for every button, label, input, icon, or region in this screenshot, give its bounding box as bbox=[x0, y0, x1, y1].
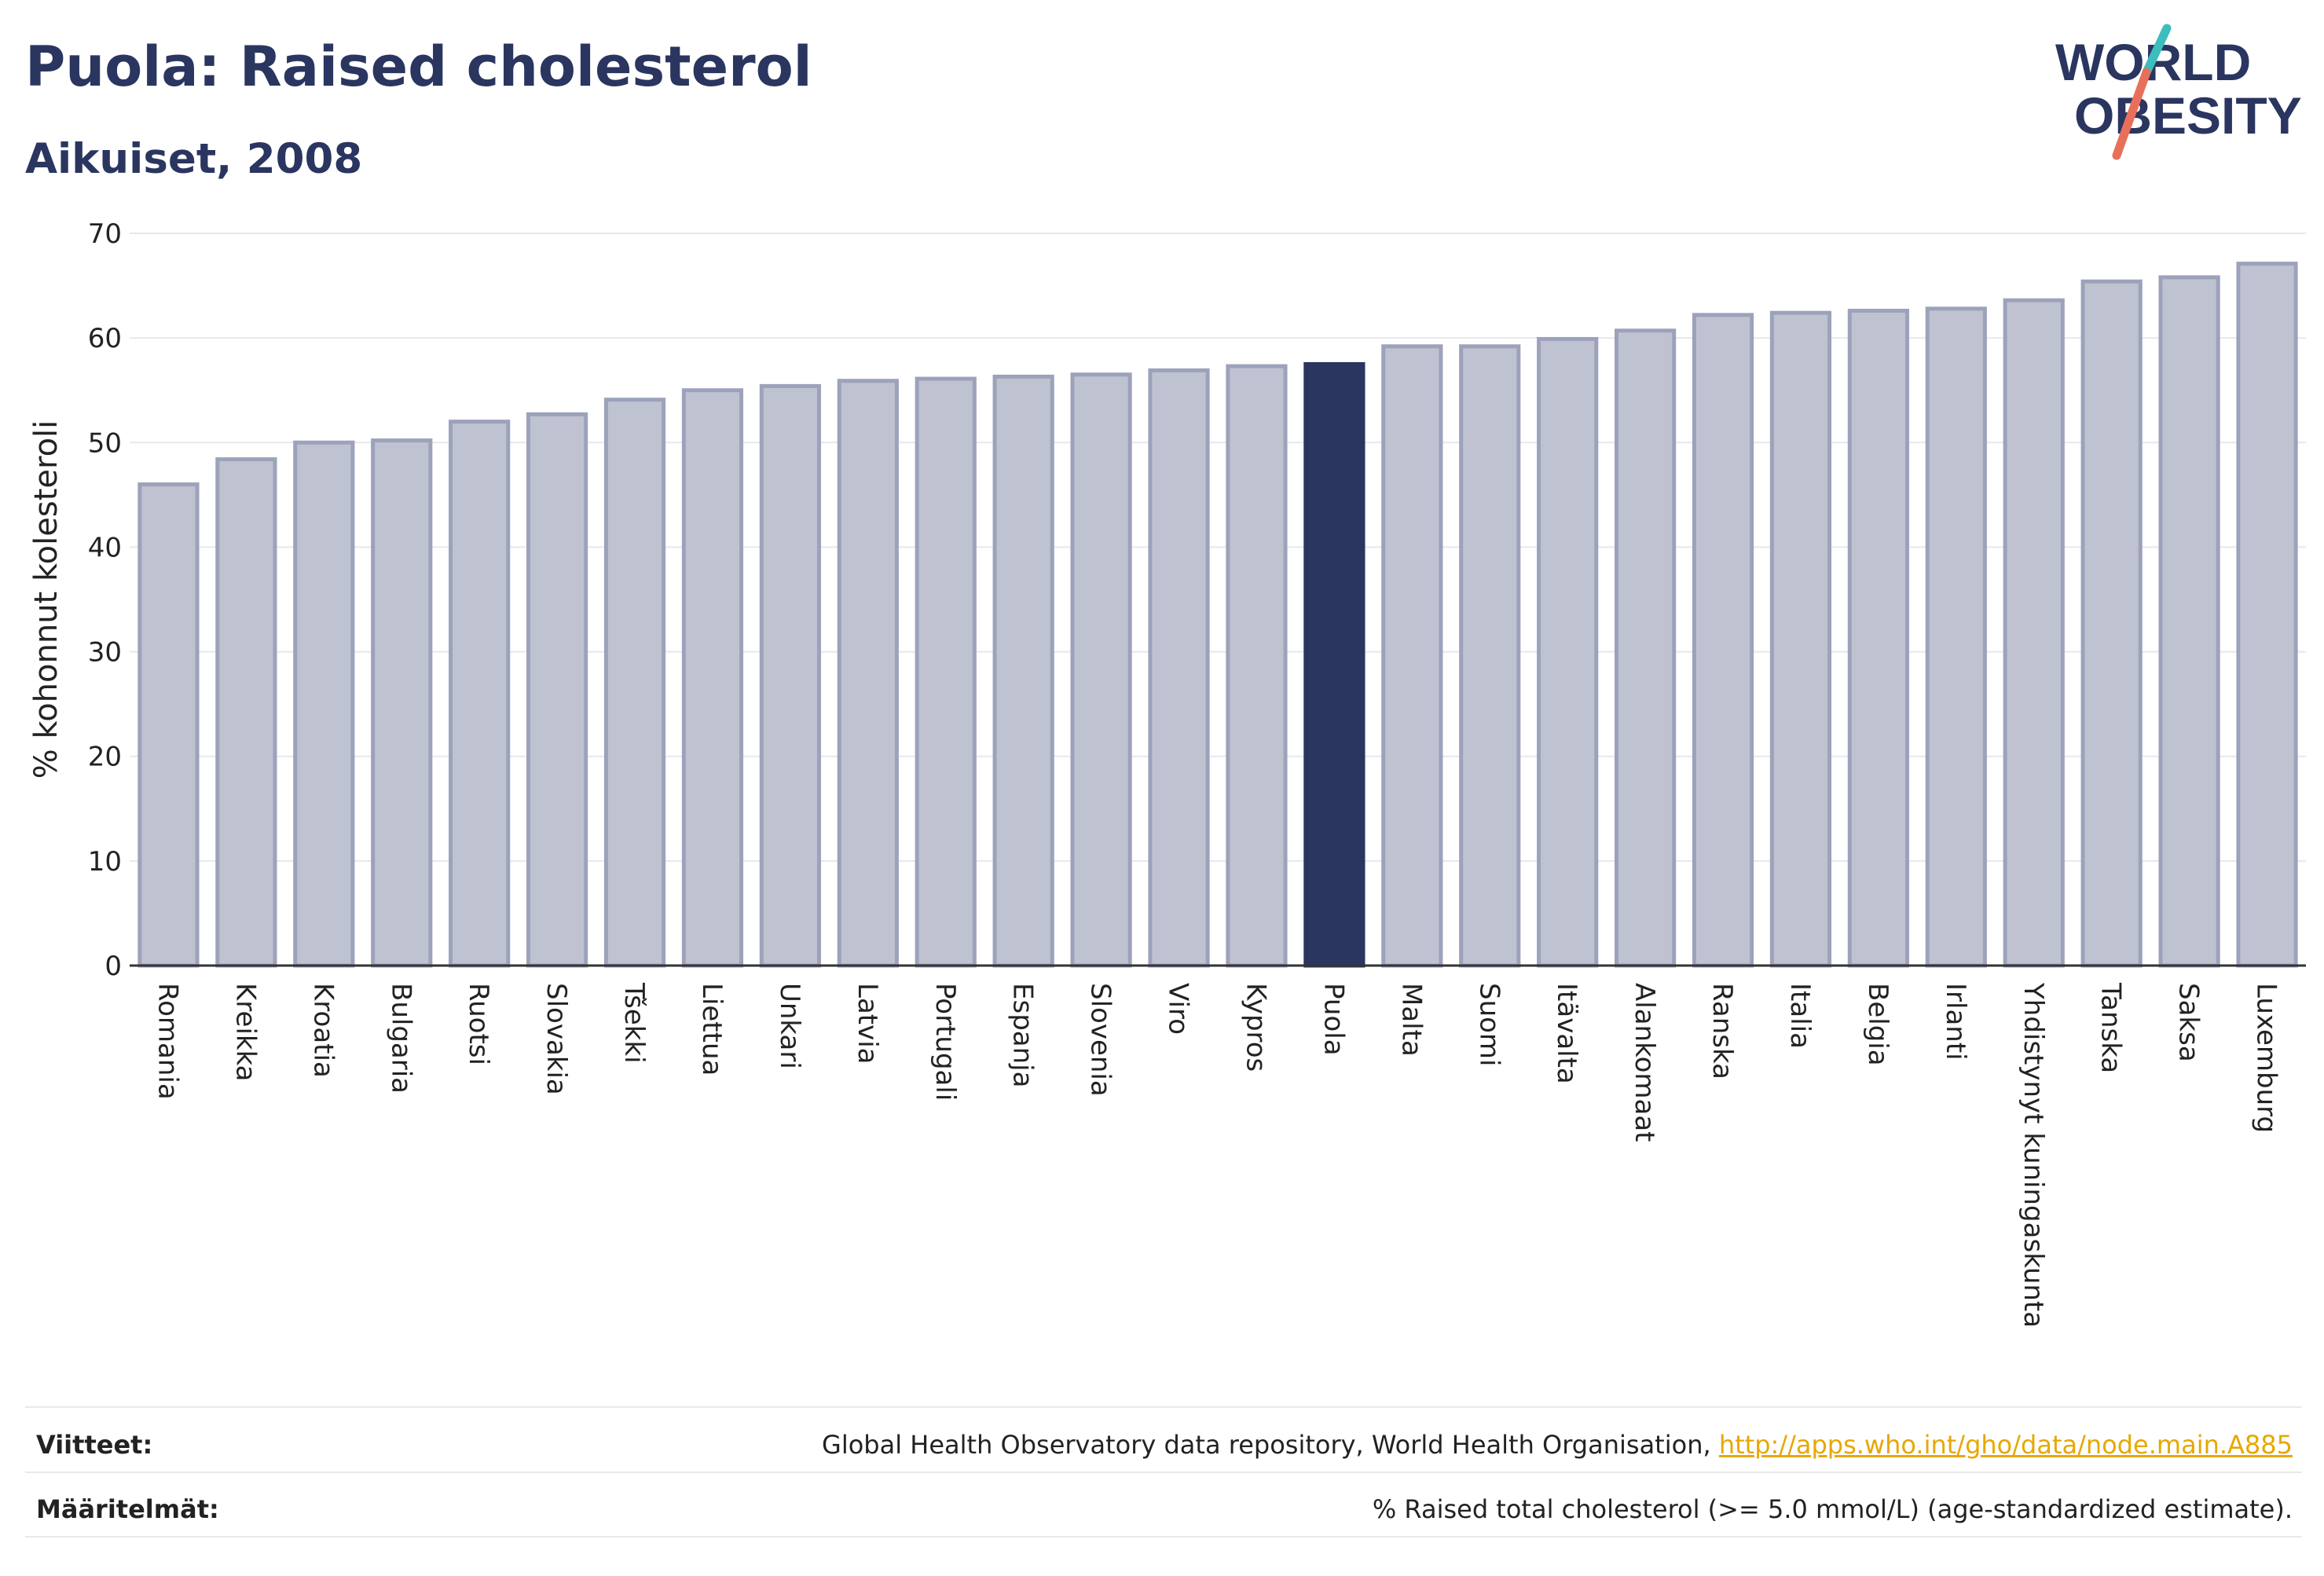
bar bbox=[603, 398, 666, 968]
x-tick-label: Yhdistynyt kuningaskunta bbox=[2018, 982, 2049, 1328]
x-tick-label: Tanska bbox=[2095, 982, 2127, 1073]
x-tick-label: Viro bbox=[1163, 983, 1194, 1035]
bar bbox=[915, 376, 977, 968]
x-tick-label: Latvia bbox=[852, 983, 883, 1065]
y-tick-label: 0 bbox=[104, 951, 122, 982]
bar bbox=[2236, 262, 2298, 968]
bar bbox=[2158, 275, 2220, 968]
bar bbox=[1847, 309, 1909, 968]
bar bbox=[1925, 306, 1987, 968]
footer-divider-bottom bbox=[25, 1536, 2302, 1538]
sources-label: Viitteet: bbox=[36, 1430, 153, 1460]
x-tick-label: Slovakia bbox=[541, 983, 572, 1095]
definitions-text: % Raised total cholesterol (>= 5.0 mmol/… bbox=[1372, 1494, 2293, 1524]
sources-text: Global Health Observatory data repositor… bbox=[822, 1430, 1711, 1460]
y-tick-label: 50 bbox=[88, 427, 122, 459]
world-obesity-logo: WORLD OBESITY bbox=[2055, 24, 2302, 160]
bar bbox=[293, 440, 355, 968]
x-tick-label: Italia bbox=[1784, 983, 1816, 1049]
bar bbox=[2080, 279, 2143, 968]
x-tick-label: Puola bbox=[1318, 983, 1349, 1056]
x-tick-label: Malta bbox=[1395, 983, 1427, 1057]
bar bbox=[1692, 313, 1754, 968]
bar bbox=[759, 383, 821, 968]
logo-line2: OBESITY bbox=[2074, 86, 2302, 145]
bar bbox=[1381, 344, 1443, 968]
bar bbox=[992, 374, 1054, 968]
bar bbox=[526, 412, 588, 968]
y-tick-label: 10 bbox=[88, 846, 122, 878]
bar bbox=[837, 379, 899, 968]
definitions-label: Määritelmät: bbox=[36, 1494, 219, 1524]
logo-slash-coral bbox=[2112, 68, 2151, 160]
bar bbox=[137, 482, 200, 968]
bar bbox=[681, 388, 744, 968]
x-tick-label: Irlanti bbox=[1940, 983, 1971, 1061]
x-tick-label: Kroatia bbox=[307, 983, 339, 1078]
bar bbox=[1459, 344, 1521, 968]
bar bbox=[1226, 364, 1288, 968]
x-tick-label: Slovenia bbox=[1085, 983, 1116, 1097]
x-tick-label: Romania bbox=[152, 983, 183, 1100]
page-title: Puola: Raised cholesterol bbox=[25, 35, 812, 99]
y-axis-label: % kohonnut kolesteroli bbox=[28, 420, 64, 779]
y-tick-label: 20 bbox=[88, 742, 122, 773]
bar-chart: 0 10 20 30 40 50 60 70 % kohonnut kolesteroli Rom… bbox=[28, 218, 2306, 1328]
bar bbox=[449, 420, 511, 968]
y-tick-label: 60 bbox=[88, 323, 122, 354]
footer-divider-top bbox=[25, 1406, 2302, 1408]
x-tick-label: Belgia bbox=[1862, 983, 1893, 1066]
bar bbox=[1148, 368, 1210, 968]
bar bbox=[1537, 336, 1599, 968]
y-tick-label: 40 bbox=[88, 532, 122, 563]
sources-text-row: Global Health Observatory data repositor… bbox=[822, 1430, 2293, 1460]
x-tick-label: Kypros bbox=[1240, 983, 1271, 1072]
x-tick-label: Ranska bbox=[1706, 983, 1738, 1079]
x-tick-label: Alankomaat bbox=[1629, 983, 1660, 1142]
x-tick-label: Espanja bbox=[1007, 983, 1039, 1087]
bar bbox=[371, 438, 433, 968]
bar bbox=[1769, 310, 1832, 968]
logo-slash-teal bbox=[2142, 24, 2172, 77]
x-tick-label: Unkari bbox=[774, 983, 805, 1069]
footer-divider-mid bbox=[25, 1472, 2302, 1473]
x-tick-label: Luxemburg bbox=[2251, 983, 2282, 1133]
x-tick-label: Ruotsi bbox=[463, 983, 494, 1065]
sources-link[interactable]: http://apps.who.int/gho/data/node.main.A… bbox=[1718, 1430, 2293, 1460]
x-tick-label: Portugali bbox=[929, 983, 961, 1101]
x-tick-label: Kreikka bbox=[229, 983, 261, 1082]
bar bbox=[1070, 372, 1132, 968]
x-tick-label: Saksa bbox=[2173, 983, 2205, 1062]
bar bbox=[1615, 328, 1677, 968]
bar bbox=[2003, 298, 2065, 968]
y-tick-label: 30 bbox=[88, 637, 122, 669]
x-tick-label: Liettua bbox=[696, 983, 728, 1076]
x-tick-label: Itävalta bbox=[1551, 983, 1582, 1084]
y-tick-label: 70 bbox=[88, 218, 122, 250]
page-subtitle: Aikuiset, 2008 bbox=[25, 135, 363, 183]
bar bbox=[1303, 361, 1365, 968]
x-tick-label: Tšekki bbox=[618, 982, 650, 1064]
x-tick-label: Bulgaria bbox=[385, 983, 416, 1094]
x-tick-label: Suomi bbox=[1473, 983, 1505, 1067]
bar bbox=[215, 457, 277, 968]
